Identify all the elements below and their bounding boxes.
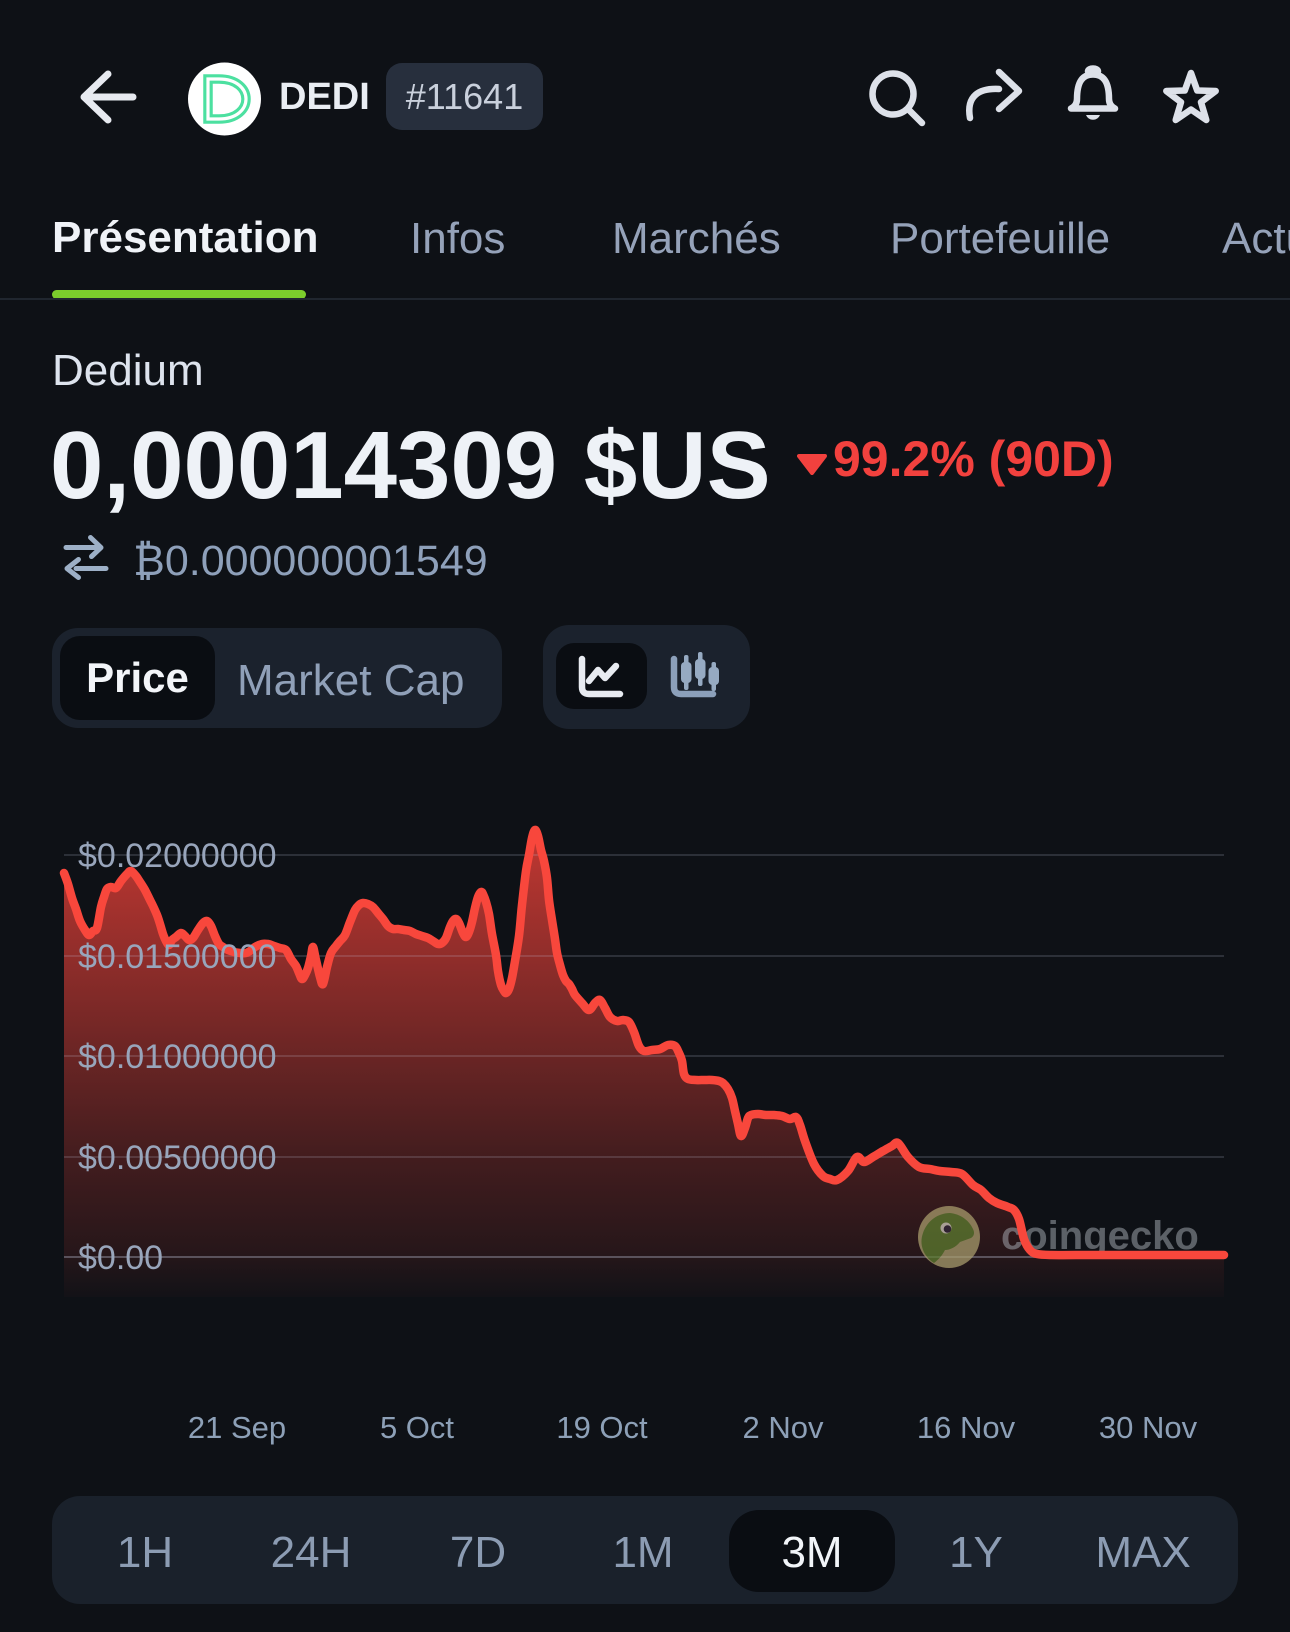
svg-text:$0.02000000: $0.02000000	[78, 837, 277, 875]
svg-text:$0.01500000: $0.01500000	[78, 938, 277, 976]
svg-text:$0.00500000: $0.00500000	[78, 1139, 277, 1177]
svg-text:$0.00: $0.00	[78, 1239, 163, 1277]
svg-text:$0.01000000: $0.01000000	[78, 1038, 277, 1076]
